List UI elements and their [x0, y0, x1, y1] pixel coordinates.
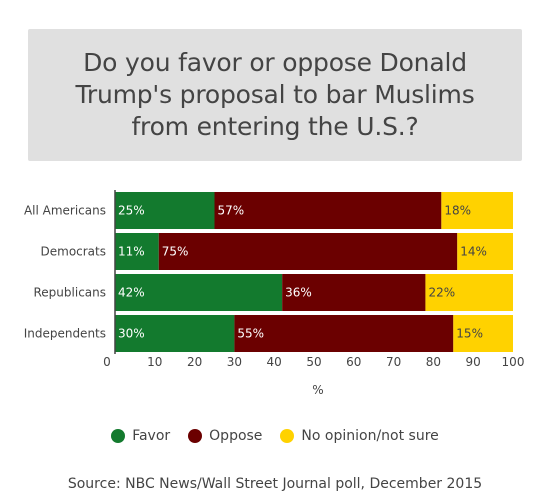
bar-segment: [115, 192, 215, 229]
x-tick-label: 70: [386, 355, 401, 369]
x-tick-label: 100: [502, 355, 525, 369]
bar-segment: [441, 192, 513, 229]
bar-segment: [115, 274, 283, 311]
bar-segment: [115, 233, 159, 270]
legend-swatch-oppose: [188, 429, 203, 443]
title-box: Do you favor or oppose Donald Trump's pr…: [28, 29, 522, 161]
bar-segment: [453, 315, 513, 352]
x-tick-label: 20: [187, 355, 202, 369]
legend-swatch-favor: [111, 429, 126, 443]
x-tick-label: 0: [103, 355, 111, 369]
stacked-bar-chart: All Americans 25% 57% 18% Democrats 11% 75% 14%…: [24, 190, 525, 397]
category-label: Republicans: [34, 286, 107, 300]
data-label: 22%: [428, 286, 455, 300]
legend-item-oppose[interactable]: Oppose: [188, 428, 262, 444]
x-axis-label: %: [312, 383, 323, 397]
data-label: 55%: [237, 327, 264, 341]
category-label: Independents: [24, 327, 106, 341]
x-tick-label: 30: [227, 355, 242, 369]
data-label: 42%: [118, 286, 145, 300]
bar-segment: [425, 274, 513, 311]
x-tick-label: 10: [147, 355, 162, 369]
data-label: 25%: [118, 204, 145, 218]
bar-segment: [158, 233, 458, 270]
legend-swatch-no-opinion: [280, 429, 295, 443]
category-label: All Americans: [24, 204, 106, 218]
data-label: 57%: [218, 204, 245, 218]
data-label: 36%: [285, 286, 312, 300]
x-tick-label: 90: [466, 355, 481, 369]
x-tick-label: 50: [306, 355, 321, 369]
legend-label-oppose: Oppose: [209, 428, 263, 444]
legend-item-no-opinion[interactable]: No opinion/not sure: [280, 428, 439, 444]
data-label: 30%: [118, 327, 145, 341]
data-label: 11%: [118, 245, 145, 259]
x-tick-label: 60: [346, 355, 361, 369]
legend: Favor Oppose No opinion/not sure: [0, 428, 550, 444]
bar-segment: [457, 233, 513, 270]
x-tick-label: 40: [267, 355, 282, 369]
legend-item-favor[interactable]: Favor: [111, 428, 170, 444]
data-label: 14%: [460, 245, 487, 259]
bar-segment: [234, 315, 454, 352]
legend-label-favor: Favor: [132, 428, 171, 444]
bar-segment: [214, 192, 442, 229]
bar-segment: [115, 315, 235, 352]
chart-title: Do you favor or oppose Donald Trump's pr…: [75, 48, 475, 141]
source-note: Source: NBC News/Wall Street Journal pol…: [67, 476, 483, 492]
legend-label-no-opinion: No opinion/not sure: [301, 428, 439, 444]
data-label: 75%: [162, 245, 189, 259]
bar-segment: [282, 274, 426, 311]
data-label: 18%: [444, 204, 471, 218]
data-label: 15%: [456, 327, 483, 341]
x-tick-label: 80: [426, 355, 441, 369]
category-label: Democrats: [41, 245, 107, 259]
